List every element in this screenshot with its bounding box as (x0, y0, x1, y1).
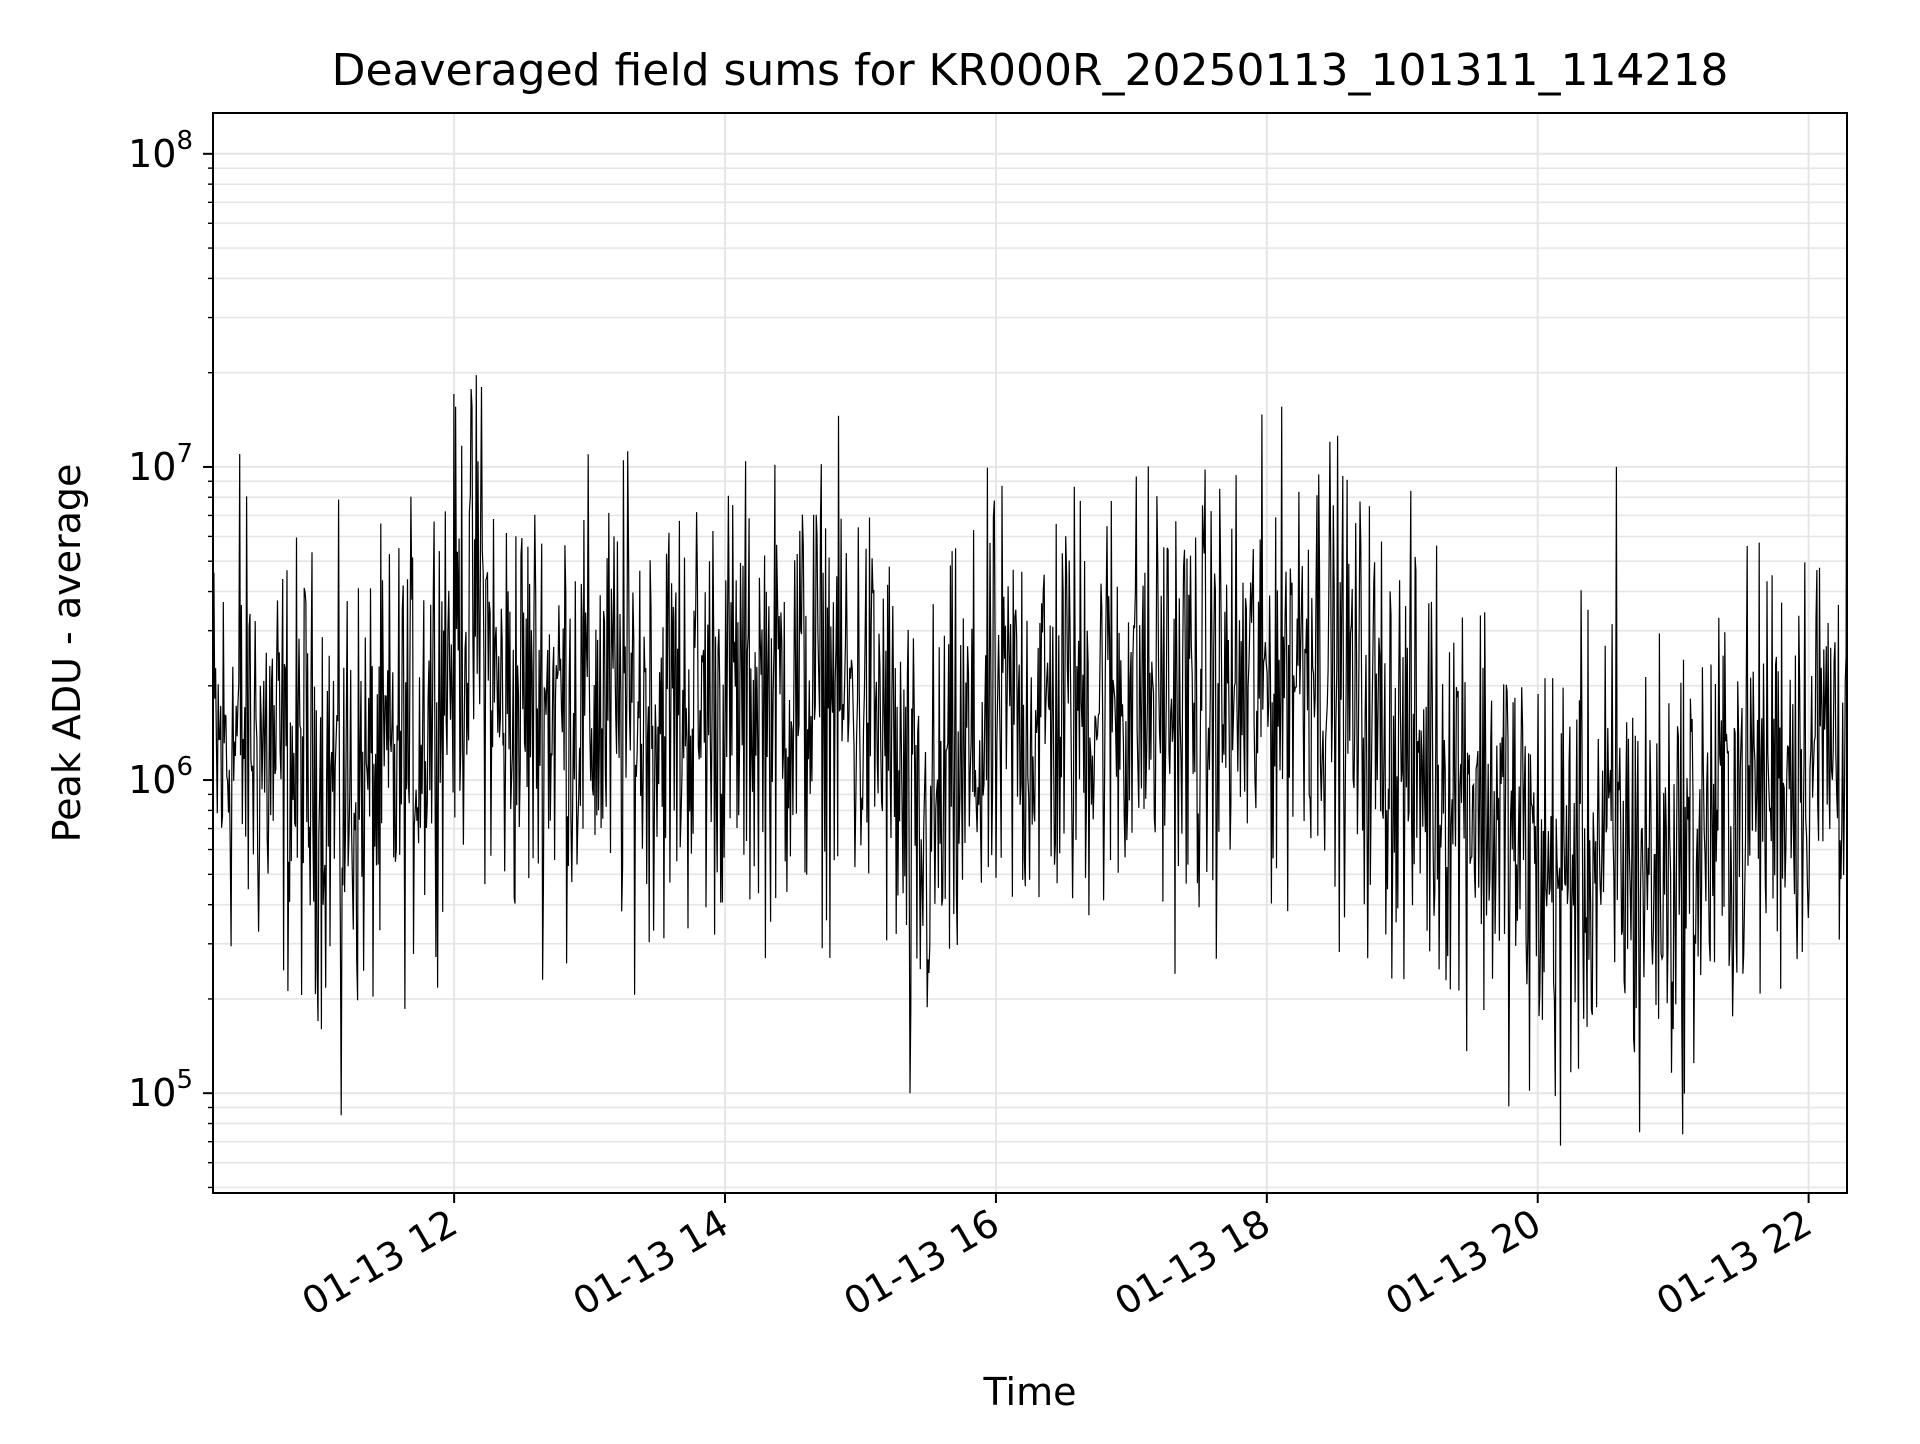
plot-frame (212, 112, 1848, 1194)
y-tick-label: 108 (128, 126, 193, 176)
x-axis-label: Time (983, 1370, 1077, 1414)
y-tick-base: 10 (128, 132, 176, 176)
chart-title: Deaveraged field sums for KR000R_2025011… (332, 45, 1729, 96)
y-tick-exponent: 5 (176, 1065, 193, 1095)
y-axis-label: Peak ADU - average (45, 464, 89, 843)
y-tick-exponent: 7 (176, 439, 193, 469)
y-tick-base: 10 (128, 758, 176, 802)
y-tick-exponent: 8 (176, 126, 193, 156)
y-tick-exponent: 6 (176, 752, 193, 782)
y-tick-label: 107 (128, 439, 193, 489)
line-layer (212, 160, 1848, 1146)
y-tick-label: 106 (128, 752, 193, 802)
y-tick-base: 10 (128, 445, 176, 489)
y-tick-label: 105 (128, 1065, 193, 1115)
y-tick-base: 10 (128, 1071, 176, 1115)
series-line (212, 160, 1848, 1146)
